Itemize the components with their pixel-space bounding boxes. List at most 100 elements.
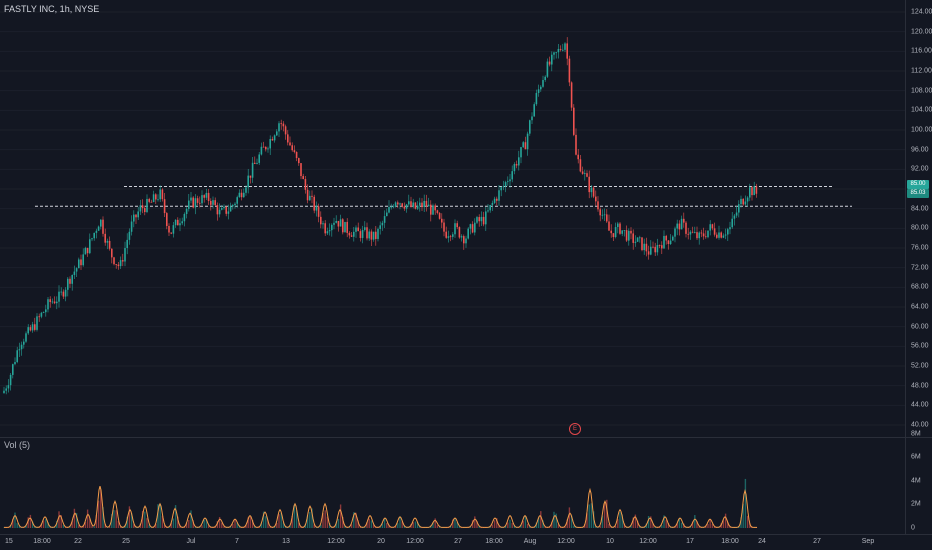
candle-body bbox=[575, 134, 577, 155]
candle-body bbox=[458, 227, 461, 238]
volume-bar bbox=[665, 519, 667, 528]
candle-body bbox=[551, 54, 553, 65]
candle-body bbox=[643, 243, 645, 251]
candle-body bbox=[680, 218, 683, 230]
candle-body bbox=[388, 206, 390, 213]
candle-body bbox=[119, 260, 122, 267]
candle-body bbox=[463, 236, 465, 244]
volume-bar bbox=[689, 526, 692, 528]
volume-bar bbox=[645, 523, 648, 528]
volume-bar bbox=[100, 489, 102, 528]
candle-body bbox=[122, 260, 124, 262]
volume-bar bbox=[214, 526, 216, 528]
volume-bar bbox=[601, 515, 604, 528]
volume-bar bbox=[177, 516, 179, 528]
candle-body bbox=[126, 239, 128, 249]
earnings-marker-icon[interactable]: E bbox=[569, 423, 581, 435]
candle-body bbox=[232, 205, 234, 207]
price-axis[interactable]: 124.00 120.00 116.00 112.00 108.00 104.00 100.… bbox=[905, 0, 932, 437]
candle-body bbox=[452, 234, 454, 237]
candle-body bbox=[100, 219, 102, 227]
time-tick-label: 13 bbox=[282, 538, 290, 545]
volume-bar bbox=[339, 504, 342, 528]
candle-body bbox=[687, 233, 689, 235]
candle-body bbox=[691, 231, 694, 233]
volume-bar bbox=[568, 507, 571, 528]
candle-body bbox=[141, 205, 144, 209]
volume-bar bbox=[152, 527, 155, 528]
candle-body bbox=[482, 216, 485, 225]
volume-bar bbox=[291, 515, 293, 528]
candle-body bbox=[328, 230, 331, 232]
volume-bar bbox=[480, 527, 483, 529]
candle-body bbox=[247, 175, 249, 188]
volume-bar bbox=[663, 515, 665, 528]
volume-bar bbox=[491, 524, 494, 528]
candle-body bbox=[159, 189, 161, 200]
volume-bar bbox=[289, 525, 291, 528]
candle-body bbox=[599, 209, 601, 216]
candle-body bbox=[471, 224, 474, 233]
candle-body bbox=[650, 246, 652, 255]
volume-bar bbox=[133, 524, 135, 528]
candle-body bbox=[478, 217, 480, 222]
candle-body bbox=[581, 171, 584, 174]
candle-body bbox=[102, 219, 104, 234]
candle-body bbox=[614, 227, 617, 238]
candle-body bbox=[608, 221, 610, 231]
candle-body bbox=[410, 201, 412, 207]
candle-body bbox=[390, 206, 392, 208]
volume-bar bbox=[40, 523, 43, 528]
candle-body bbox=[636, 237, 639, 242]
candle-body bbox=[742, 198, 744, 205]
candle-body bbox=[667, 240, 670, 244]
volume-bar bbox=[115, 510, 117, 528]
volume-bar bbox=[606, 499, 608, 528]
time-tick-label: Aug bbox=[523, 538, 537, 545]
price-tick-label: 108.00 bbox=[911, 87, 932, 95]
support-resistance-lines[interactable] bbox=[35, 186, 852, 207]
candle-body bbox=[559, 48, 562, 50]
candle-body bbox=[62, 291, 65, 297]
time-axis[interactable]: 15 18:00 22 25 Jul 7 13 12:00 20 12:00 27 18:00 Aug 1… bbox=[0, 534, 932, 550]
candle-body bbox=[665, 235, 667, 241]
volume-bar bbox=[344, 525, 346, 528]
candle-body bbox=[25, 333, 27, 342]
candle-body bbox=[493, 198, 496, 203]
volume-bar bbox=[504, 525, 507, 528]
candle-body bbox=[548, 61, 551, 65]
volume-bar bbox=[456, 522, 458, 528]
volume-bar bbox=[84, 521, 87, 528]
volume-bar bbox=[401, 521, 403, 528]
volume-bar bbox=[254, 526, 256, 528]
candle-body bbox=[172, 225, 175, 234]
candle-body bbox=[661, 245, 663, 249]
price-tick-label: 116.00 bbox=[911, 47, 932, 55]
candle-body bbox=[201, 195, 203, 204]
candle-body bbox=[265, 146, 267, 150]
time-tick-label: 27 bbox=[813, 538, 821, 545]
candle-body bbox=[397, 202, 399, 205]
candle-body bbox=[192, 197, 194, 208]
volume-bar bbox=[234, 519, 236, 528]
volume-indicator-label[interactable]: Vol (5) bbox=[4, 440, 31, 450]
volume-bar bbox=[722, 520, 725, 528]
volume-bar bbox=[727, 521, 729, 528]
symbol-title[interactable]: FASTLY INC, 1h, NYSE bbox=[4, 4, 100, 14]
volume-bar bbox=[36, 527, 38, 529]
price-tick-label: 56.00 bbox=[911, 342, 929, 350]
volume-bar bbox=[388, 524, 390, 528]
time-tick-label: Sep bbox=[861, 538, 875, 545]
volume-axis[interactable]: 8M 6M 4M 2M 0 bbox=[905, 430, 932, 534]
volume-bar bbox=[674, 526, 676, 528]
volume-bar bbox=[553, 511, 555, 528]
candle-body bbox=[663, 235, 665, 249]
time-tick-label: 22 bbox=[74, 538, 82, 545]
candle-body bbox=[251, 162, 254, 178]
candle-body bbox=[216, 205, 219, 215]
volume-bar bbox=[245, 525, 247, 528]
volume-bar bbox=[146, 518, 148, 528]
volume-bar bbox=[194, 527, 197, 528]
candle-body bbox=[80, 259, 82, 266]
